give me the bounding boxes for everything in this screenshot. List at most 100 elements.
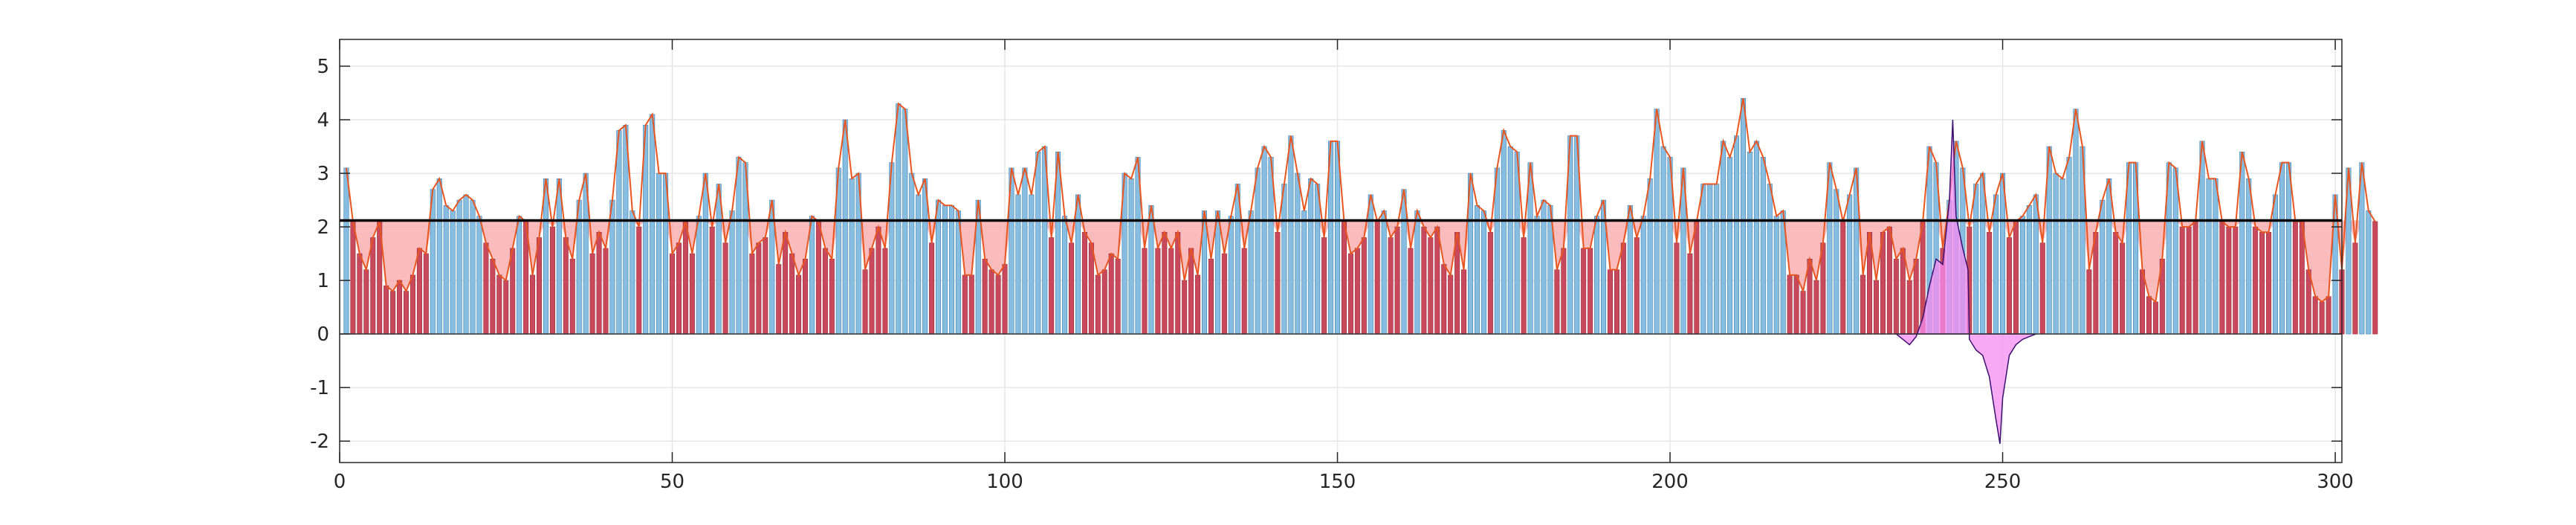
bar-below-threshold: [1108, 253, 1114, 335]
bar-above-threshold: [1368, 194, 1373, 335]
bar-above-threshold: [1255, 167, 1261, 335]
axes-box: [339, 39, 2343, 463]
bar-below-threshold: [1068, 242, 1075, 335]
bar-above-threshold: [1062, 216, 1068, 335]
bar-below-threshold: [2352, 242, 2358, 335]
bar-above-threshold: [1029, 194, 1035, 335]
bar-above-threshold: [2272, 194, 2279, 335]
bar-above-threshold: [1834, 189, 1839, 335]
bar-below-threshold: [995, 274, 1001, 335]
bar-above-threshold: [463, 194, 469, 335]
bar-below-threshold: [1893, 259, 1899, 335]
bar-above-threshold: [543, 178, 548, 335]
bar-above-threshold: [2019, 216, 2025, 335]
bar-below-threshold: [2233, 226, 2239, 335]
bar-below-threshold: [822, 248, 828, 335]
bar-below-threshold: [876, 226, 881, 335]
bar-below-threshold: [982, 259, 988, 335]
bar-below-threshold: [2113, 231, 2119, 335]
bar-above-threshold: [716, 184, 722, 335]
x-tick-label: 200: [1651, 471, 1689, 493]
bar-above-threshold: [1474, 204, 1480, 335]
bar-below-threshold: [2319, 301, 2325, 335]
bar-below-threshold: [988, 269, 994, 335]
bar-below-threshold: [2006, 237, 2013, 335]
bar-below-threshold: [1162, 231, 1168, 335]
bar-below-threshold: [549, 226, 555, 335]
bar-above-threshold: [2366, 210, 2372, 335]
bar-below-threshold: [1394, 226, 1400, 335]
bar-below-threshold: [510, 248, 516, 335]
bar-above-threshold: [1647, 178, 1653, 335]
bar-below-threshold: [2039, 242, 2045, 335]
bar-below-threshold: [1561, 248, 1567, 335]
bar-below-threshold: [796, 274, 802, 335]
bar-above-threshold: [450, 210, 456, 335]
bar-below-threshold: [962, 274, 968, 335]
x-tick-label: 300: [2317, 471, 2354, 493]
bar-below-threshold: [423, 253, 429, 335]
bar-below-threshold: [2326, 296, 2331, 335]
bar-above-threshold: [1594, 216, 1600, 335]
bar-above-threshold: [1980, 173, 1986, 335]
bar-above-threshold: [1721, 141, 1726, 335]
bar-above-threshold: [2066, 157, 2072, 335]
bar-above-threshold: [1753, 141, 1759, 335]
bar-below-threshold: [1987, 231, 1993, 335]
bar-above-threshold: [2059, 178, 2065, 335]
bar-below-threshold: [789, 253, 795, 335]
bar-above-threshold: [1747, 151, 1753, 335]
bar-below-threshold: [1088, 242, 1094, 335]
bar-above-threshold: [1501, 130, 1507, 335]
bar-above-threshold: [702, 173, 708, 335]
bar-below-threshold: [869, 248, 875, 335]
y-tick-label: 2: [317, 216, 329, 239]
bar-above-threshold: [1228, 216, 1234, 335]
y-tick-label: -2: [310, 431, 329, 453]
bar-below-threshold: [490, 259, 496, 335]
bar-above-threshold: [1480, 210, 1486, 335]
bar-below-threshold: [536, 237, 543, 335]
bar-above-threshold: [1847, 194, 1853, 335]
bar-above-threshold: [2213, 178, 2219, 335]
y-tick-label: -1: [310, 377, 329, 399]
bar-below-threshold: [1428, 237, 1434, 335]
bar-below-threshold: [1195, 274, 1201, 335]
bar-below-threshold: [2013, 221, 2019, 335]
bar-below-threshold: [2226, 226, 2232, 335]
bar-above-threshold: [436, 178, 442, 335]
bar-below-threshold: [1388, 237, 1394, 335]
bar-below-threshold: [2292, 221, 2298, 335]
bar-below-threshold: [2253, 226, 2259, 335]
bar-below-threshold: [1581, 248, 1587, 335]
bar-below-threshold: [1886, 226, 1892, 335]
bar-above-threshold: [942, 204, 948, 335]
bar-below-threshold: [1441, 264, 1447, 335]
bar-above-threshold: [630, 210, 635, 335]
bar-below-threshold: [603, 248, 609, 335]
bar-below-threshold: [1049, 237, 1055, 335]
bar-below-threshold: [862, 269, 868, 335]
bar-below-threshold: [1448, 274, 1454, 335]
bar-below-threshold: [2312, 296, 2318, 335]
bar-below-threshold: [2219, 221, 2225, 335]
bar-below-threshold: [1873, 280, 1880, 335]
bar-below-threshold: [2259, 231, 2265, 335]
bar-below-threshold: [682, 221, 688, 335]
bar-above-threshold: [1700, 184, 1706, 335]
bar-above-threshold: [476, 216, 482, 335]
bar-below-threshold: [1188, 248, 1194, 335]
bar-above-threshold: [1301, 210, 1307, 335]
bar-above-threshold: [656, 173, 662, 335]
bar-above-threshold: [556, 178, 562, 335]
bar-above-threshold: [2033, 194, 2039, 335]
bar-above-threshold: [2026, 204, 2032, 335]
bar-below-threshold: [410, 274, 415, 335]
bar-above-threshold: [909, 173, 915, 335]
bar-above-threshold: [1214, 210, 1220, 335]
bar-below-threshold: [1275, 231, 1281, 335]
bar-above-threshold: [2279, 162, 2285, 335]
bar-above-threshold: [1308, 178, 1314, 335]
bar-below-threshold: [763, 237, 768, 335]
bar-below-threshold: [636, 226, 642, 335]
